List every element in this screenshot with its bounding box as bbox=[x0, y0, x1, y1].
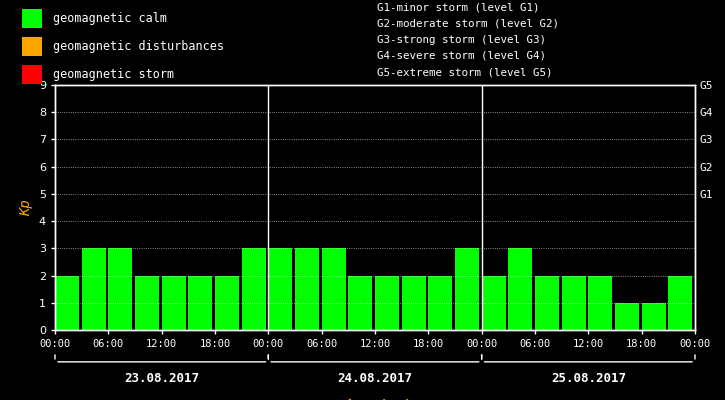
Bar bbox=[455, 248, 479, 330]
Bar bbox=[535, 276, 559, 330]
Bar bbox=[668, 276, 692, 330]
Bar bbox=[588, 276, 613, 330]
Bar bbox=[215, 276, 239, 330]
Bar bbox=[55, 276, 79, 330]
Text: geomagnetic storm: geomagnetic storm bbox=[53, 68, 174, 81]
Bar bbox=[348, 276, 373, 330]
Bar bbox=[322, 248, 346, 330]
Y-axis label: Kp: Kp bbox=[20, 199, 33, 216]
Bar bbox=[295, 248, 319, 330]
Bar bbox=[615, 303, 639, 330]
Text: G1-minor storm (level G1): G1-minor storm (level G1) bbox=[377, 2, 539, 12]
Text: 23.08.2017: 23.08.2017 bbox=[124, 372, 199, 385]
Bar bbox=[108, 248, 133, 330]
Text: geomagnetic disturbances: geomagnetic disturbances bbox=[53, 40, 224, 53]
Bar bbox=[481, 276, 505, 330]
Bar bbox=[22, 66, 42, 84]
Bar bbox=[562, 276, 586, 330]
Text: 25.08.2017: 25.08.2017 bbox=[551, 372, 626, 385]
Bar bbox=[135, 276, 159, 330]
Bar bbox=[642, 303, 666, 330]
Bar bbox=[375, 276, 399, 330]
Text: G5-extreme storm (level G5): G5-extreme storm (level G5) bbox=[377, 67, 552, 77]
Text: geomagnetic calm: geomagnetic calm bbox=[53, 12, 167, 25]
Bar bbox=[22, 9, 42, 28]
Text: G4-severe storm (level G4): G4-severe storm (level G4) bbox=[377, 51, 546, 61]
Text: G2-moderate storm (level G2): G2-moderate storm (level G2) bbox=[377, 19, 559, 29]
Bar bbox=[402, 276, 426, 330]
Bar bbox=[22, 38, 42, 56]
Text: 24.08.2017: 24.08.2017 bbox=[338, 372, 413, 385]
Bar bbox=[268, 248, 292, 330]
Bar bbox=[508, 248, 532, 330]
Bar bbox=[241, 248, 265, 330]
Bar bbox=[188, 276, 212, 330]
Bar bbox=[82, 248, 106, 330]
Text: Time (UT): Time (UT) bbox=[337, 398, 413, 400]
Text: G3-strong storm (level G3): G3-strong storm (level G3) bbox=[377, 35, 546, 45]
Bar bbox=[162, 276, 186, 330]
Bar bbox=[428, 276, 452, 330]
